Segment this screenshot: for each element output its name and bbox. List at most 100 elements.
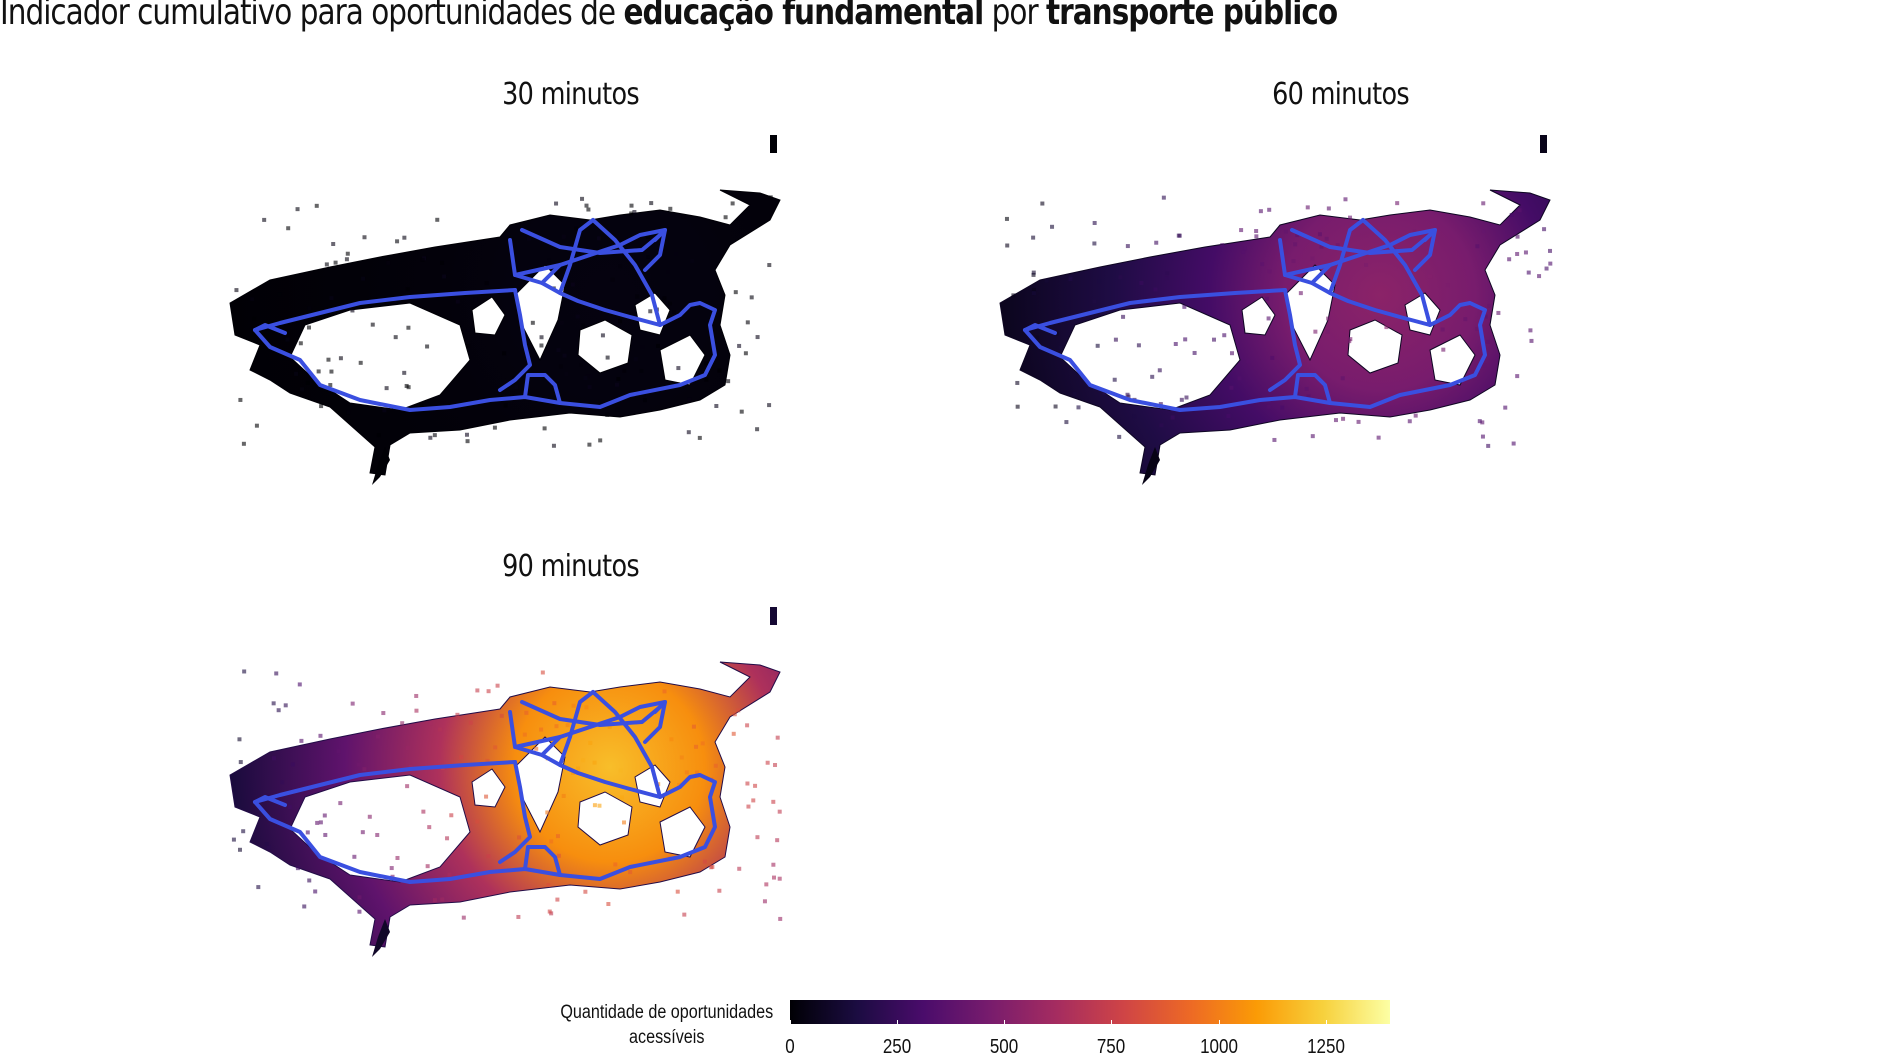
legend-tick-mark: [790, 1020, 791, 1024]
legend-tick-label: 0: [785, 1036, 795, 1058]
hex-cell: [565, 723, 570, 728]
hex-cell: [1121, 314, 1126, 319]
hex-cell: [484, 794, 489, 799]
hex-cell: [492, 425, 497, 430]
transit-route: [1268, 288, 1302, 392]
hex-cell: [1154, 240, 1159, 245]
hex-cell: [238, 397, 243, 402]
hex-cell: [241, 829, 246, 834]
hex-cell: [583, 889, 588, 894]
hex-cell: [419, 403, 424, 408]
hex-cell: [1266, 404, 1271, 409]
hex-cell: [459, 755, 464, 760]
hex-cell: [736, 708, 741, 713]
hex-cell: [584, 705, 589, 710]
hex-cell: [338, 801, 343, 806]
accessibility-region: [229, 661, 781, 948]
hex-cell: [237, 737, 242, 742]
hex-cell: [1384, 325, 1389, 330]
hex-cell: [442, 274, 447, 279]
hex-cell: [778, 916, 783, 921]
hex-cell: [1118, 275, 1123, 280]
hex-cell: [1421, 335, 1426, 340]
legend-title-line2: acessíveis: [629, 1027, 705, 1048]
hex-cell: [405, 287, 410, 292]
hex-cell: [616, 376, 621, 381]
hex-cell: [486, 854, 491, 859]
hex-cell: [242, 669, 247, 674]
transit-route: [1023, 238, 1487, 412]
hex-cell: [1241, 249, 1246, 254]
hex-cell: [435, 217, 440, 222]
hex-cell: [561, 793, 566, 798]
hex-cell: [618, 319, 623, 324]
hex-cell: [554, 201, 559, 206]
hex-cell: [316, 369, 321, 374]
hex-cell: [672, 310, 677, 315]
hex-cell: [1246, 359, 1251, 364]
map-panel-90: [229, 607, 783, 957]
hex-cell: [713, 763, 718, 768]
hex-cell: [432, 898, 437, 903]
hex-cell: [600, 333, 605, 338]
legend-tick-label: 1000: [1199, 1036, 1238, 1058]
legend-tick-label: 500: [990, 1036, 1019, 1058]
hex-cell: [1481, 201, 1486, 206]
hex-cell: [1511, 441, 1516, 446]
hex-cell: [777, 809, 782, 814]
hex-cell: [438, 727, 443, 732]
hex-cell: [605, 355, 610, 360]
hex-cell: [1482, 363, 1487, 368]
hex-cell: [386, 260, 391, 265]
hex-cell: [753, 783, 758, 788]
hex-cell: [1058, 345, 1063, 350]
hex-cell: [1445, 283, 1450, 288]
transit-route: [1310, 263, 1332, 285]
hex-cell: [1326, 316, 1331, 321]
hex-cell: [302, 904, 307, 909]
hex-cell: [516, 914, 521, 919]
hex-cell: [287, 805, 292, 810]
transit-route: [1023, 323, 1057, 335]
hex-cell: [392, 299, 397, 304]
hex-cell: [562, 353, 567, 358]
hex-cell: [613, 862, 618, 867]
hex-cell: [455, 299, 460, 304]
hex-cell: [1515, 374, 1520, 379]
hex-cell: [555, 834, 560, 839]
hex-cell: [440, 260, 445, 265]
hex-cell: [1515, 234, 1520, 239]
transit-route: [591, 218, 662, 327]
hex-cell: [1486, 443, 1491, 448]
hex-cell: [587, 385, 592, 390]
hex-cell: [1295, 233, 1300, 238]
hex-cell: [622, 820, 627, 825]
hex-cell: [662, 296, 667, 301]
hex-cell: [502, 351, 507, 356]
hex-cell: [1035, 335, 1040, 340]
hex-cell: [1136, 343, 1141, 348]
title-part-4: transporte público: [1046, 0, 1338, 33]
color-legend: Quantidade de oportunidades acessíveis 0…: [500, 1000, 1400, 1060]
hex-cell: [499, 713, 504, 718]
hex-cell: [1192, 350, 1197, 355]
hex-cell: [1229, 385, 1234, 390]
hex-cell: [745, 781, 750, 786]
hex-cell: [326, 357, 331, 362]
transit-route: [540, 735, 562, 757]
hex-cell: [768, 195, 773, 200]
hex-cell: [1486, 339, 1491, 344]
hex-cell: [238, 760, 243, 765]
hex-cell: [592, 760, 597, 765]
hex-cell: [629, 203, 634, 208]
panel-title-60: 60 minutos: [1272, 77, 1410, 112]
hex-cell: [597, 803, 602, 808]
hex-cell: [539, 343, 544, 348]
hex-cell: [542, 426, 547, 431]
hex-cell: [1064, 420, 1069, 425]
hex-cell: [400, 721, 405, 726]
hex-cell: [1280, 405, 1285, 410]
hex-cell: [1015, 380, 1020, 385]
hex-cell: [461, 915, 466, 920]
hex-cell: [297, 682, 302, 687]
